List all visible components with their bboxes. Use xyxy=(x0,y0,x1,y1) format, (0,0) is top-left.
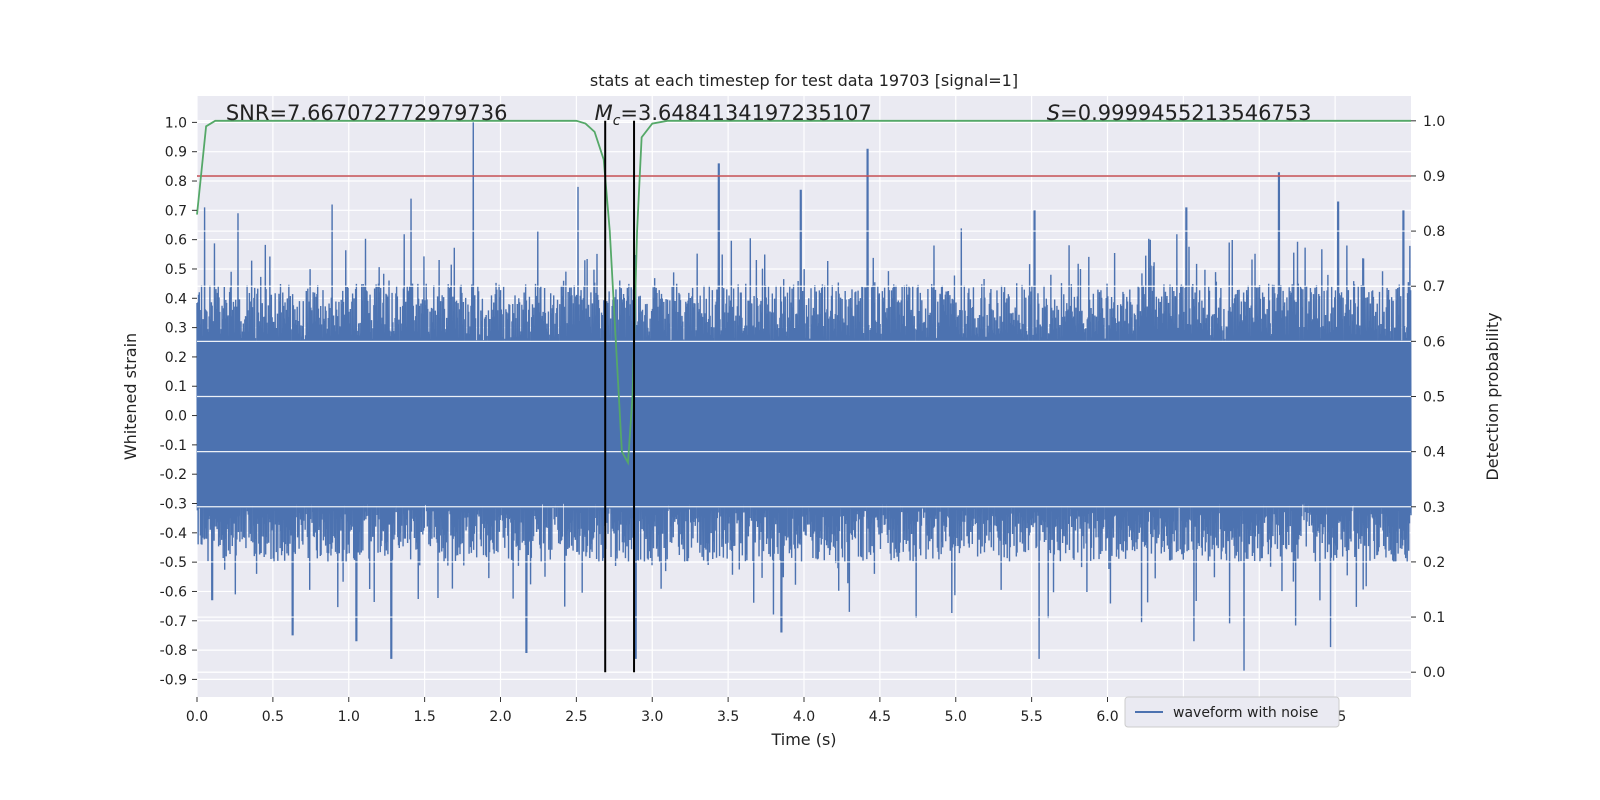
chart-title: stats at each timestep for test data 197… xyxy=(590,71,1018,90)
y-tick-label: 0.5 xyxy=(165,262,187,278)
x-tick-label: 5.0 xyxy=(945,709,967,725)
score-value: =0.9999455213546753 xyxy=(1060,101,1311,125)
y-tick-label: 0.1 xyxy=(165,379,187,395)
legend-label: waveform with noise xyxy=(1173,705,1318,721)
y2-tick-label: 0.4 xyxy=(1423,445,1445,461)
y-tick-label: 0.2 xyxy=(165,350,187,366)
score-annotation: S=0.9999455213546753 xyxy=(1047,101,1312,125)
y-tick-label: -0.6 xyxy=(160,584,187,600)
waveform-line xyxy=(196,122,1412,671)
y2-tick-label: 0.5 xyxy=(1423,390,1445,406)
probability-overlay xyxy=(196,119,1411,673)
x-tick-label: 4.0 xyxy=(793,709,815,725)
y-tick-label: -0.8 xyxy=(160,643,187,659)
y-tick-label: 1.0 xyxy=(165,115,187,131)
x-tick-label: 0.5 xyxy=(262,709,284,725)
y-tick-label: 0.9 xyxy=(165,145,187,161)
detection-probability-line xyxy=(196,119,1411,466)
y2-tick-label: 0.0 xyxy=(1423,665,1445,681)
x-tick-label: 6.0 xyxy=(1096,709,1118,725)
y2-tick-label: 0.9 xyxy=(1423,169,1445,185)
y2-tick-label: 0.1 xyxy=(1423,610,1445,626)
legend-box xyxy=(1124,696,1340,728)
y2-axis-label: Detection probability xyxy=(1483,312,1502,480)
chirp-mass-value: =3.6484134197235107 xyxy=(620,101,871,125)
y2-tick-label: 0.2 xyxy=(1423,555,1445,571)
y-tick-label: 0.8 xyxy=(165,174,187,190)
y-tick-label: -0.5 xyxy=(160,555,187,571)
chirp-mass-subscript: c xyxy=(613,113,621,129)
x-tick-label: 1.0 xyxy=(338,709,360,725)
x-tick-label: 1.5 xyxy=(413,709,435,725)
x-tick-label: 2.5 xyxy=(565,709,587,725)
y-tick-label: -0.1 xyxy=(160,438,187,454)
y-tick-label: -0.4 xyxy=(160,526,187,542)
legend: waveform with noise xyxy=(1124,696,1340,728)
x-tick-label: 3.5 xyxy=(717,709,739,725)
y-tick-label: 0.0 xyxy=(165,409,187,425)
y2-tick-label: 0.3 xyxy=(1423,500,1445,516)
score-symbol: S xyxy=(1047,101,1060,125)
x-tick-label: 3.0 xyxy=(641,709,663,725)
y-tick-label: -0.7 xyxy=(160,614,187,630)
x-axis-label: Time (s) xyxy=(770,730,836,749)
y2-tick-label: 0.7 xyxy=(1423,279,1445,295)
y-tick-label: 0.4 xyxy=(165,291,187,307)
x-tick-label: 2.0 xyxy=(489,709,511,725)
y2-tick-label: 0.6 xyxy=(1423,334,1445,350)
y-tick-label: -0.9 xyxy=(160,672,187,688)
x-tick-label: 5.5 xyxy=(1020,709,1042,725)
x-tick-label: 0.0 xyxy=(186,709,208,725)
y-tick-label: -0.2 xyxy=(160,467,187,483)
y-tick-label: 0.6 xyxy=(165,233,187,249)
y-tick-label: 0.3 xyxy=(165,321,187,337)
x-tick-label: 4.5 xyxy=(869,709,891,725)
y-tick-label: -0.3 xyxy=(160,497,187,513)
snr-annotation: SNR=7.667072772979736 xyxy=(226,101,508,125)
chirp-mass-symbol: M xyxy=(595,101,613,125)
y2-tick-label: 0.8 xyxy=(1423,224,1445,240)
y-tick-label: 0.7 xyxy=(165,203,187,219)
y2-tick-label: 1.0 xyxy=(1423,114,1445,130)
y-axis-label: Whitened strain xyxy=(121,333,140,460)
chirp-mass-annotation: Mc=3.6484134197235107 xyxy=(595,101,872,129)
